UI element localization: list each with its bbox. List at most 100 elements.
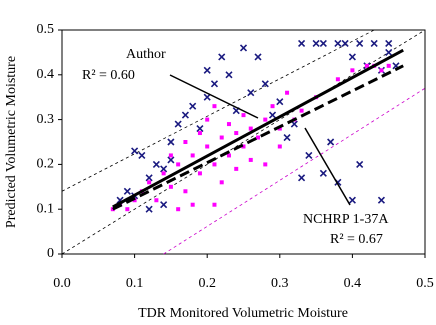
point xyxy=(377,196,386,204)
fit-line xyxy=(112,48,404,209)
point xyxy=(123,187,131,195)
point xyxy=(385,48,393,56)
y-tick-label: 0 xyxy=(47,246,54,261)
y-tick-label: 0.3 xyxy=(37,112,55,127)
point xyxy=(154,198,159,203)
point xyxy=(254,53,262,61)
point xyxy=(386,63,391,68)
point xyxy=(132,198,137,203)
point xyxy=(168,153,173,158)
point xyxy=(147,180,152,185)
plot-area: 0 0.1 0.2 0.3 0.4 0.5 0.0 0.1 0.2 0.3 0.4 0.5 xyxy=(37,22,434,291)
fit-line xyxy=(112,64,404,211)
annotation-arrow xyxy=(169,74,259,119)
point xyxy=(277,144,282,149)
point xyxy=(161,171,166,176)
point xyxy=(319,169,327,177)
point xyxy=(219,180,224,185)
point xyxy=(285,90,290,95)
point xyxy=(226,153,231,158)
point xyxy=(183,140,188,144)
point xyxy=(327,138,335,146)
point xyxy=(298,174,306,182)
point xyxy=(248,157,253,162)
annotation: R² = 0.60 xyxy=(82,68,135,83)
plot-frame xyxy=(61,29,426,255)
point xyxy=(196,124,204,133)
point xyxy=(350,68,355,73)
point xyxy=(263,117,268,122)
point xyxy=(176,207,181,212)
point xyxy=(299,108,304,113)
y-tick-label: 0.1 xyxy=(37,201,55,216)
point xyxy=(234,131,239,136)
point xyxy=(176,162,181,167)
point xyxy=(335,77,340,82)
point xyxy=(205,144,210,149)
annotation: Author xyxy=(126,47,166,62)
annotation: NCHRP 1-37A xyxy=(303,212,389,227)
x-tick-label: 0.5 xyxy=(416,276,434,291)
point xyxy=(247,89,255,97)
point xyxy=(239,44,248,52)
point xyxy=(174,120,182,128)
point xyxy=(197,131,202,136)
x-tick-label: 0.3 xyxy=(271,276,289,291)
point xyxy=(210,80,219,88)
point xyxy=(256,135,261,140)
point xyxy=(125,207,130,212)
point xyxy=(356,160,364,168)
point xyxy=(160,165,168,173)
y-tick-label: 0.2 xyxy=(37,157,55,172)
point xyxy=(225,71,233,79)
reference-line xyxy=(163,87,426,255)
point xyxy=(305,151,313,160)
x-tick-label: 0.0 xyxy=(53,276,71,291)
point xyxy=(181,111,189,119)
y-tick-label: 0.5 xyxy=(37,22,55,37)
point xyxy=(312,39,320,48)
point xyxy=(277,126,282,131)
point xyxy=(356,39,364,48)
point xyxy=(160,201,168,209)
point xyxy=(219,135,224,140)
point xyxy=(131,147,139,155)
point xyxy=(203,93,211,101)
point xyxy=(270,104,275,109)
point xyxy=(348,196,356,204)
point xyxy=(218,53,226,61)
point xyxy=(283,133,291,142)
point xyxy=(263,162,268,167)
point xyxy=(212,202,217,207)
point xyxy=(298,39,306,48)
x-tick-label: 0.4 xyxy=(344,276,362,291)
point xyxy=(370,39,378,48)
point xyxy=(203,66,211,74)
point xyxy=(167,138,175,146)
x-axis-label: TDR Monitored Volumetric Moisture xyxy=(138,306,348,321)
point xyxy=(152,160,160,168)
point xyxy=(261,80,269,88)
reference-line xyxy=(61,29,375,192)
annotation-arrow xyxy=(304,127,351,206)
x-tick-label: 0.1 xyxy=(126,276,144,291)
y-axis-label: Predicted Volumetric Moisture xyxy=(4,56,19,228)
point xyxy=(212,162,217,167)
point xyxy=(183,189,188,194)
point xyxy=(248,126,253,131)
point xyxy=(241,144,246,149)
point xyxy=(168,184,173,189)
point xyxy=(241,113,246,118)
point xyxy=(385,39,393,48)
annotation: R² = 0.67 xyxy=(330,232,383,247)
point xyxy=(167,156,175,164)
point xyxy=(364,63,369,68)
point xyxy=(189,102,197,110)
point xyxy=(341,39,349,48)
point xyxy=(276,98,284,106)
point xyxy=(348,53,356,61)
point xyxy=(334,39,342,48)
point xyxy=(205,117,210,122)
point xyxy=(226,122,231,127)
